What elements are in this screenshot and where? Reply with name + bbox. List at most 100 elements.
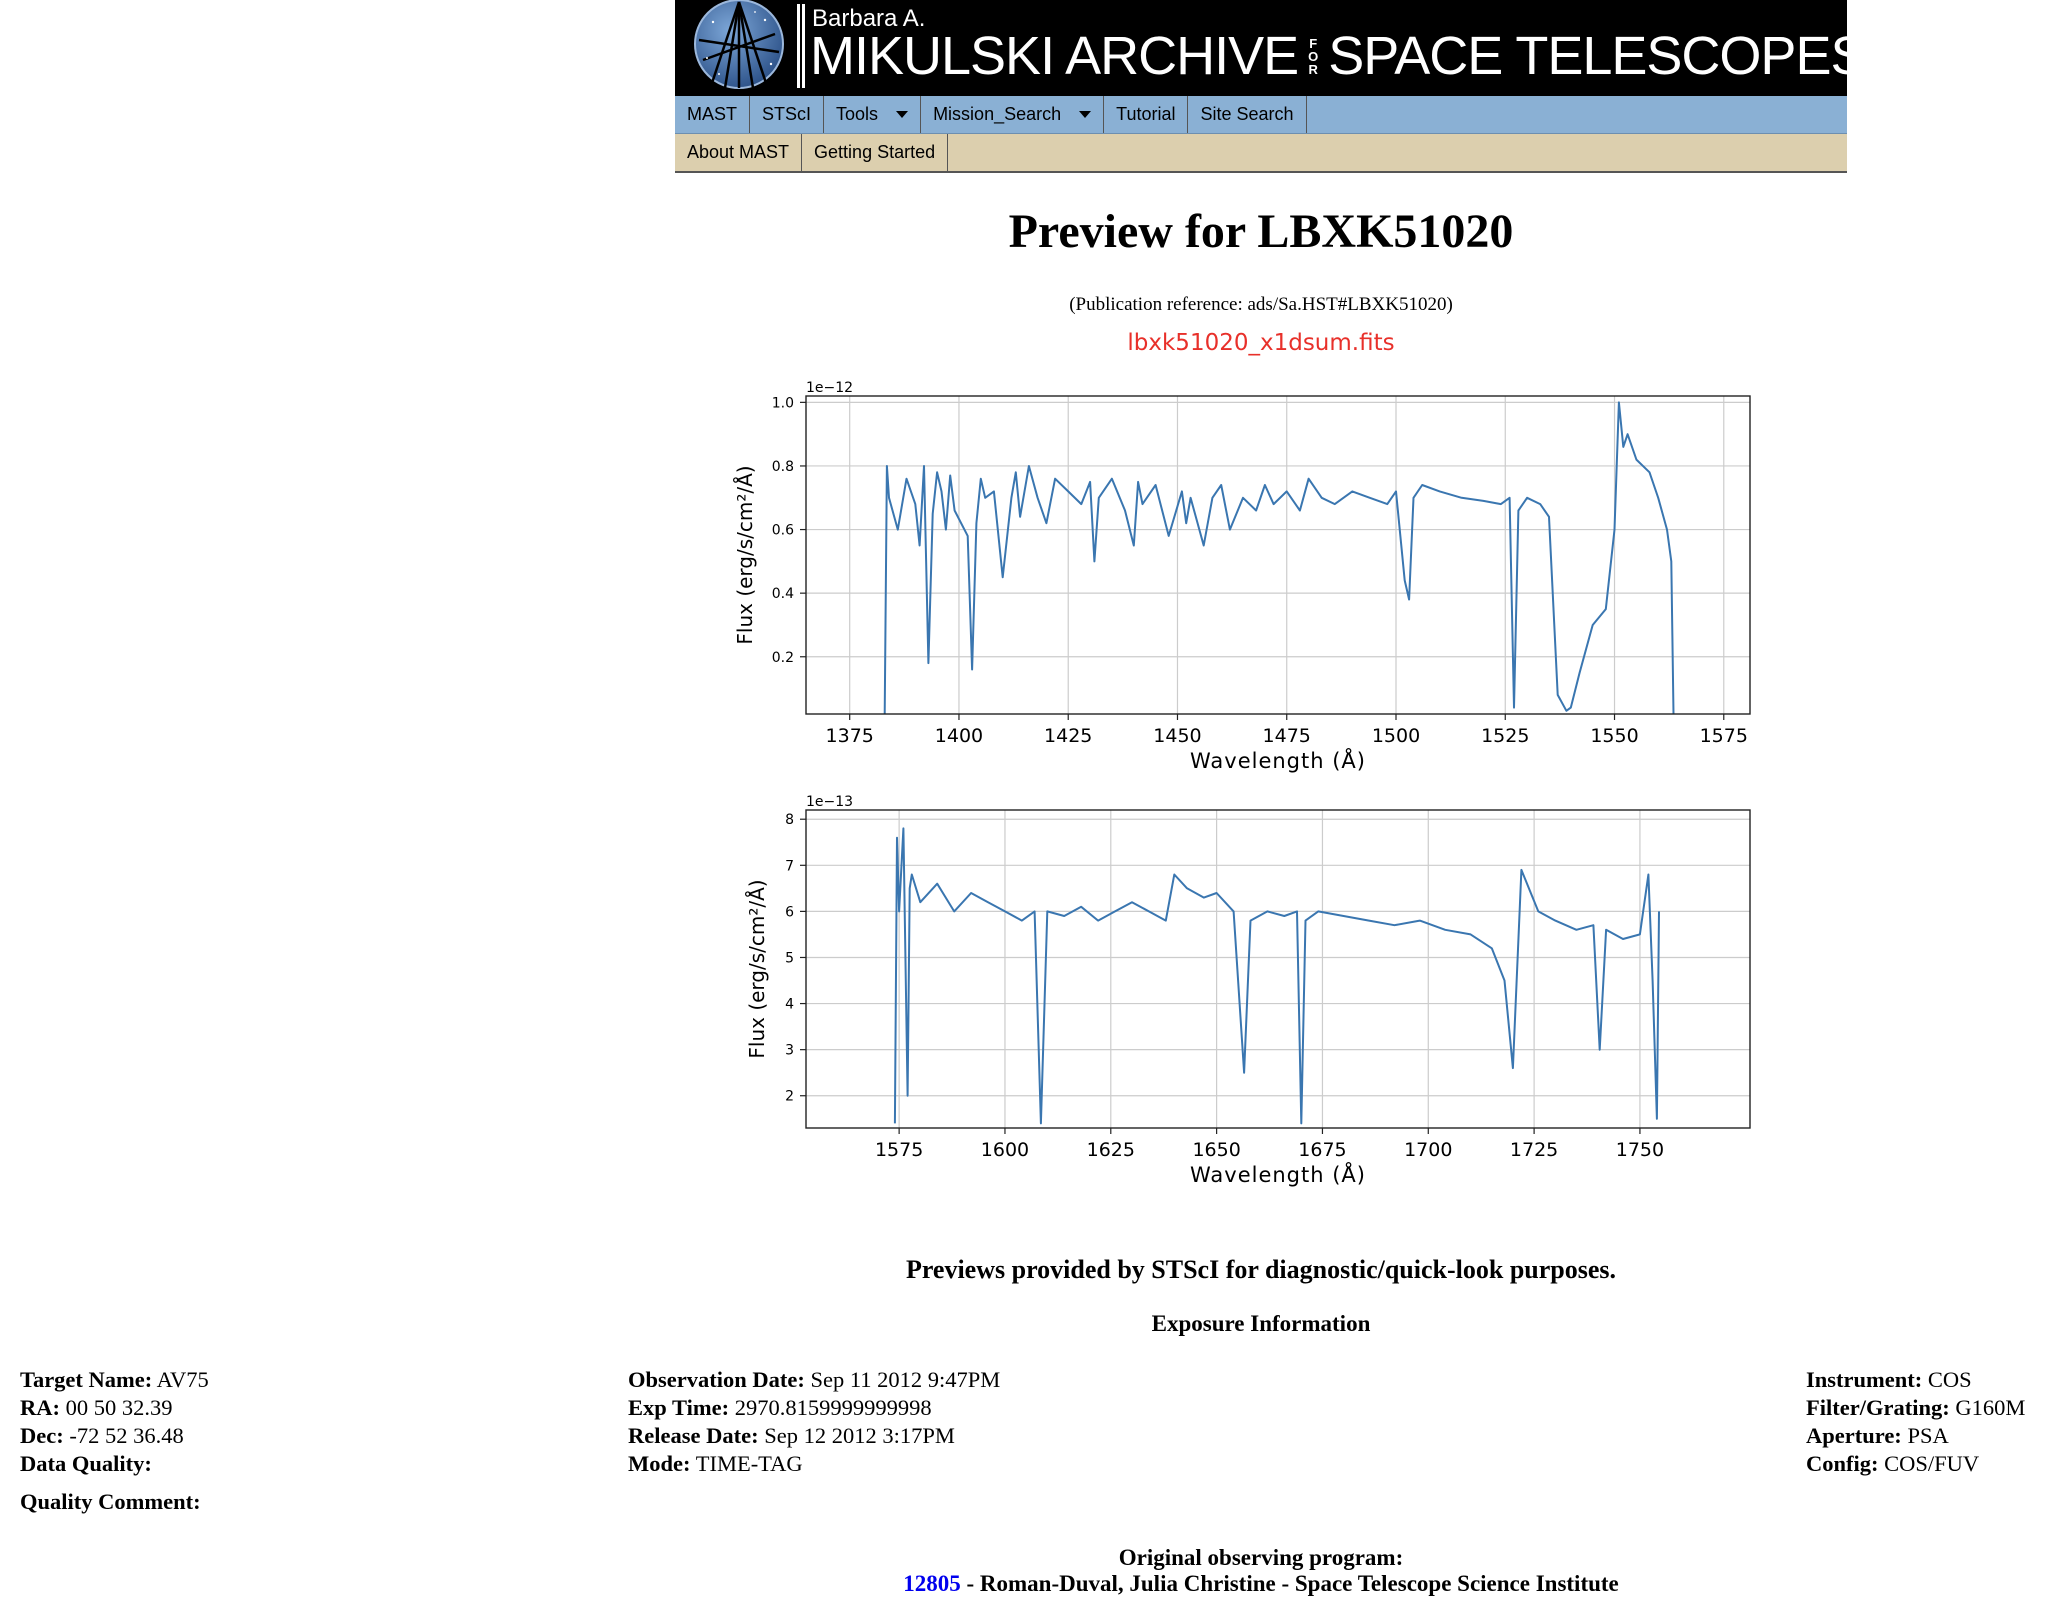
nav-getting-started[interactable]: Getting Started xyxy=(802,134,949,171)
nav-label: Tools xyxy=(836,104,879,124)
spectrum-line xyxy=(893,827,1660,1125)
x-tick-label: 1725 xyxy=(1510,1139,1558,1161)
caret-down-icon xyxy=(1079,111,1092,118)
exposure-column-right: Instrument: COS Filter/Grating: G160M Ap… xyxy=(1806,1366,2025,1478)
y-tick-label: 1.0 xyxy=(772,395,794,411)
y-tick-label: 3 xyxy=(785,1043,794,1059)
nav-mission-search[interactable]: Mission_Search xyxy=(921,96,1105,133)
exp-time-row: Exp Time: 2970.8159999999998 xyxy=(628,1394,1000,1422)
x-tick-label: 1575 xyxy=(875,1139,923,1161)
x-tick-label: 1650 xyxy=(1192,1139,1240,1161)
x-tick-label: 1525 xyxy=(1481,725,1529,747)
data-quality-row: Data Quality: xyxy=(20,1450,209,1478)
nav-about-mast[interactable]: About MAST xyxy=(675,134,803,171)
y-tick-label: 0.8 xyxy=(772,459,794,475)
program-description: - Roman-Duval, Julia Christine - Space T… xyxy=(960,1571,1619,1596)
info-value: 00 50 32.39 xyxy=(65,1395,173,1420)
info-label: Mode: xyxy=(628,1451,691,1476)
telescope-logo-icon xyxy=(694,0,784,89)
filter-grating-row: Filter/Grating: G160M xyxy=(1806,1394,2025,1422)
info-label: Aperture: xyxy=(1806,1423,1902,1448)
nav-label: About MAST xyxy=(687,142,790,162)
plot-frame xyxy=(805,809,1751,1129)
instrument-row: Instrument: COS xyxy=(1806,1366,2025,1394)
x-tick-label: 1450 xyxy=(1153,725,1201,747)
spectrum-plot-1: 1375 1400 1425 1450 1475 1500 1525 1550 1575 0.2 0… xyxy=(733,380,1751,773)
aperture-row: Aperture: PSA xyxy=(1806,1422,2025,1450)
fits-file-link[interactable]: lbxk51020_x1dsum.fits xyxy=(1127,330,1395,356)
program-line: 12805 - Roman-Duval, Julia Christine - S… xyxy=(675,1570,1847,1598)
previews-note: Previews provided by STScI for diagnosti… xyxy=(905,1255,1617,1284)
nav-label: Site Search xyxy=(1200,104,1294,124)
y-tick-label: 0.4 xyxy=(772,586,794,602)
info-value: AV75 xyxy=(156,1367,209,1392)
page-title: Preview for LBXK51020 xyxy=(1008,205,1514,258)
info-value: -72 52 36.48 xyxy=(69,1423,184,1448)
info-label: Release Date: xyxy=(628,1423,759,1448)
nav-mast[interactable]: MAST xyxy=(675,96,751,133)
y-tick-label: 0.2 xyxy=(772,650,794,666)
release-date-row: Release Date: Sep 12 2012 3:17PM xyxy=(628,1422,1000,1450)
info-value: PSA xyxy=(1907,1423,1949,1448)
y-tick-label: 5 xyxy=(785,950,794,966)
y-tick-label: 8 xyxy=(785,812,794,828)
exposure-column-left: Target Name: AV75 RA: 00 50 32.39 Dec: -… xyxy=(20,1366,209,1478)
y-axis-label: Flux (erg/s/cm²/Å) xyxy=(733,465,757,644)
x-tick-label: 1475 xyxy=(1263,725,1311,747)
info-label: Config: xyxy=(1806,1451,1879,1476)
x-tick-label: 1750 xyxy=(1616,1139,1664,1161)
banner-title-left: MIKULSKI ARCHIVE xyxy=(810,26,1299,86)
nav-site-search[interactable]: Site Search xyxy=(1188,96,1307,133)
spectrum-plot-2: 1575 1600 1625 1650 1675 1700 1725 1750 2 3 4 5 6 7 81… xyxy=(745,794,1751,1187)
y-multiplier-label: 1e−13 xyxy=(806,794,853,810)
primary-nav: MAST STScI Tools Mission_Search Tutorial… xyxy=(675,96,1847,134)
info-value: Sep 12 2012 3:17PM xyxy=(764,1423,955,1448)
plot-frame xyxy=(805,395,1751,715)
y-tick-label: 6 xyxy=(785,904,794,920)
y-tick-label: 0.6 xyxy=(772,523,794,539)
y-tick-label: 4 xyxy=(785,997,794,1013)
banner-title-right: SPACE TELESCOPES xyxy=(1328,26,1866,86)
nav-label: Tutorial xyxy=(1116,104,1176,124)
banner-for-letter: F xyxy=(1309,35,1318,51)
info-label: Observation Date: xyxy=(628,1367,805,1392)
x-tick-label: 1400 xyxy=(935,725,983,747)
info-value: COS xyxy=(1927,1367,1972,1392)
x-tick-label: 1500 xyxy=(1372,725,1420,747)
info-value: TIME-TAG xyxy=(695,1451,803,1476)
x-axis-label: Wavelength (Å) xyxy=(1190,1161,1366,1187)
target-name-row: Target Name: AV75 xyxy=(20,1366,209,1394)
y-axis-label: Flux (erg/s/cm²/Å) xyxy=(745,879,769,1058)
x-axis-label: Wavelength (Å) xyxy=(1190,747,1366,773)
info-value: 2970.8159999999998 xyxy=(734,1395,932,1420)
info-value: COS/FUV xyxy=(1884,1451,1980,1476)
mode-row: Mode: TIME-TAG xyxy=(628,1450,1000,1478)
dec-row: Dec: -72 52 36.48 xyxy=(20,1422,209,1450)
exposure-column-middle: Observation Date: Sep 11 2012 9:47PM Exp… xyxy=(628,1366,1000,1478)
exposure-heading: Exposure Information xyxy=(1151,1311,1371,1336)
nav-stsci[interactable]: STScI xyxy=(750,96,825,133)
banner-small-text: Barbara A. xyxy=(812,5,926,32)
x-tick-label: 1700 xyxy=(1404,1139,1452,1161)
nav-tools[interactable]: Tools xyxy=(824,96,922,133)
config-row: Config: COS/FUV xyxy=(1806,1450,2025,1478)
caret-down-icon xyxy=(896,111,909,118)
x-tick-label: 1550 xyxy=(1590,725,1638,747)
banner-title: MIKULSKI ARCHIVE F O R SPACE TELESCOPES xyxy=(810,24,1866,88)
program-id-link[interactable]: 12805 xyxy=(903,1571,961,1596)
nav-tutorial[interactable]: Tutorial xyxy=(1104,96,1189,133)
info-label: Filter/Grating: xyxy=(1806,1395,1950,1420)
observation-date-row: Observation Date: Sep 11 2012 9:47PM xyxy=(628,1366,1000,1394)
banner-for-letter: O xyxy=(1308,48,1319,64)
nav-label: MAST xyxy=(687,104,738,124)
ra-row: RA: 00 50 32.39 xyxy=(20,1394,209,1422)
x-tick-label: 1575 xyxy=(1700,725,1748,747)
info-label: Instrument: xyxy=(1806,1367,1923,1392)
mast-banner[interactable]: Barbara A. MIKULSKI ARCHIVE F O R SPACE … xyxy=(675,0,1866,96)
info-label: RA: xyxy=(20,1395,60,1420)
info-value: Sep 11 2012 9:47PM xyxy=(810,1367,1001,1392)
info-label: Target Name: xyxy=(20,1367,153,1392)
y-tick-label: 7 xyxy=(785,858,794,874)
nav-label: STScI xyxy=(762,104,812,124)
x-tick-label: 1675 xyxy=(1298,1139,1346,1161)
